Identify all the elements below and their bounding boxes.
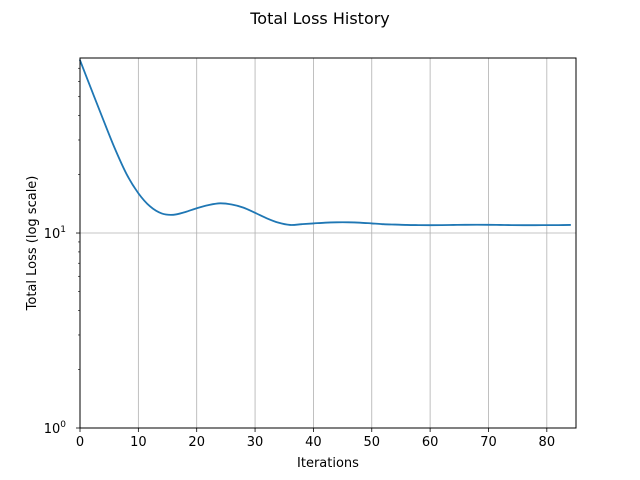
x-tick-label: 40 (305, 435, 322, 450)
chart-title: Total Loss History (249, 9, 390, 28)
y-tick-label: 100 (44, 420, 67, 437)
plot-frame (79, 57, 577, 429)
y-axis: 100 101 (44, 67, 80, 437)
x-tick-label: 0 (76, 435, 84, 450)
x-tick-label: 20 (188, 435, 205, 450)
series-line (79, 59, 572, 227)
y-tick-label: 101 (44, 225, 66, 242)
y-axis-label: Total Loss (log scale) (25, 176, 40, 312)
x-tick-label: 80 (539, 435, 556, 450)
x-tick-label: 10 (130, 435, 147, 450)
x-axis: 0 10 20 30 40 50 60 70 80 (76, 428, 555, 450)
x-axis-label: Iterations (297, 456, 359, 471)
x-tick-label: 30 (247, 435, 264, 450)
x-tick-label: 60 (422, 435, 439, 450)
x-tick-label: 50 (363, 435, 380, 450)
x-tick-label: 70 (480, 435, 497, 450)
series-layer (79, 59, 572, 227)
